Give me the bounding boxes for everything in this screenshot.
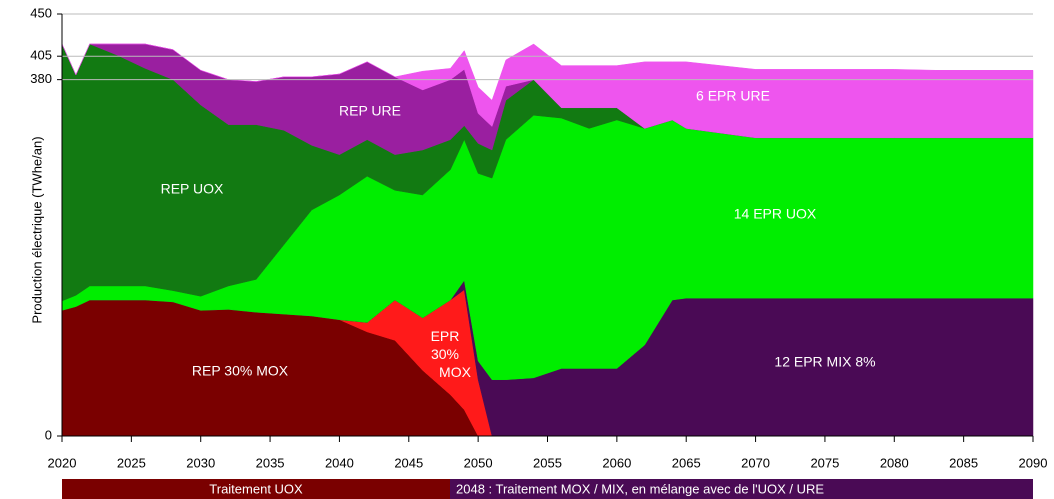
x-tick-label: 2055 — [533, 455, 562, 470]
area-label: 12 EPR MIX 8% — [774, 354, 875, 370]
x-tick-label: 2045 — [394, 455, 423, 470]
x-tick-label: 2030 — [186, 455, 215, 470]
area-label: 14 EPR UOX — [734, 206, 817, 222]
y-tick-label: 0 — [45, 427, 52, 442]
area-label: EPR 30% MOX — [431, 328, 472, 380]
band — [450, 479, 1033, 499]
x-tick-label: 2025 — [117, 455, 146, 470]
y-axis-label: Production électrique (TWhe/an) — [29, 136, 44, 323]
x-tick-label: 2070 — [741, 455, 770, 470]
y-tick-label: 405 — [30, 48, 52, 63]
area-label: 6 EPR URE — [696, 88, 770, 104]
area — [61, 43, 1034, 139]
x-tick-label: 2090 — [1019, 455, 1048, 470]
band-label: 2048 : Traitement MOX / MIX, en mélange … — [456, 481, 824, 496]
x-tick-label: 2035 — [256, 455, 285, 470]
band — [62, 479, 450, 499]
x-tick-label: 2075 — [810, 455, 839, 470]
area-label: REP URE — [339, 103, 401, 119]
x-tick-label: 2060 — [602, 455, 631, 470]
x-tick-label: 2080 — [880, 455, 909, 470]
x-tick-label: 2050 — [464, 455, 493, 470]
x-tick-label: 2040 — [325, 455, 354, 470]
area-label: REP UOX — [161, 181, 224, 197]
band-label: Traitement UOX — [209, 481, 303, 496]
x-tick-label: 2065 — [672, 455, 701, 470]
y-tick-label: 380 — [30, 71, 52, 86]
area-label: REP 30% MOX — [192, 363, 289, 379]
y-tick-label: 450 — [30, 5, 52, 20]
x-tick-label: 2020 — [48, 455, 77, 470]
x-tick-label: 2085 — [949, 455, 978, 470]
